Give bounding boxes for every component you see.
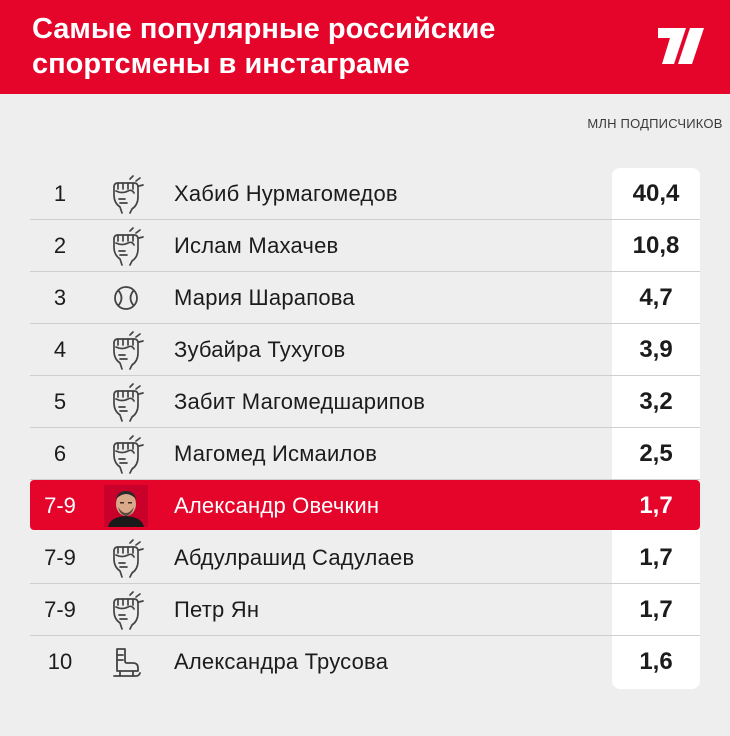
rank-label: 4 (53, 337, 67, 362)
rank-label: 2 (53, 233, 67, 258)
value-unit-label: МЛН ПОДПИСЧИКОВ (587, 116, 723, 131)
athlete-name: Мария Шарапова (174, 285, 355, 310)
table-row: 7-9 Абдулрашид Садулаев 1,7 (0, 532, 730, 584)
row-divider (30, 427, 700, 428)
followers-value: 4,7 (639, 284, 673, 311)
table-row: 3 Мария Шарапова 4,7 (0, 272, 730, 324)
followers-value: 3,9 (639, 336, 673, 363)
table-row: 5 Забит Магомедшарипов 3,2 (0, 376, 730, 428)
tennis-ball-icon (114, 286, 138, 310)
fist-icon (113, 591, 144, 630)
followers-value: 3,2 (639, 388, 673, 415)
athlete-name: Магомед Исмаилов (174, 441, 378, 466)
athlete-name: Александра Трусова (174, 649, 389, 674)
athlete-name: Хабиб Нурмагомедов (174, 181, 398, 206)
fist-icon (113, 539, 144, 578)
followers-value: 1,7 (639, 492, 673, 519)
table-row: 1 Хабиб Нурмагомедов 40,4 (0, 168, 730, 220)
athlete-name: Ислам Махачев (174, 233, 339, 258)
row-divider (30, 583, 700, 584)
table-row: 7-9 Петр Ян 1,7 (0, 584, 730, 636)
table-row: 6 Магомед Исмаилов 2,5 (0, 428, 730, 480)
athlete-name: Зубайра Тухугов (174, 337, 346, 362)
followers-value: 1,6 (639, 648, 673, 675)
row-divider (30, 219, 700, 220)
row-divider (30, 375, 700, 376)
followers-value: 10,8 (632, 232, 680, 259)
followers-value: 2,5 (639, 440, 673, 467)
skate-icon (113, 648, 141, 677)
header-banner: Самые популярные российские спортсмены в… (0, 0, 730, 94)
portrait-photo-icon (104, 485, 148, 527)
rank-label: 7-9 (44, 597, 76, 622)
value-column-panel (612, 168, 700, 689)
rank-label: 6 (53, 441, 67, 466)
row-divider (30, 271, 700, 272)
fist-icon (113, 435, 144, 474)
table-row: 7-9 Александр Овечкин 1,7 (0, 480, 730, 532)
rank-label: 3 (53, 285, 67, 310)
brand-slash-logo-icon (658, 28, 704, 64)
athlete-name: Забит Магомедшарипов (174, 389, 426, 414)
followers-value: 40,4 (632, 180, 680, 207)
rank-label: 1 (53, 181, 67, 206)
fist-icon (113, 383, 144, 422)
rank-label: 7-9 (44, 493, 76, 518)
row-divider (30, 635, 700, 636)
table-row: 10 Александра Трусова 1,6 (0, 636, 730, 688)
followers-value: 1,7 (639, 596, 673, 623)
table-row: 4 Зубайра Тухугов 3,9 (0, 324, 730, 376)
table-row: 2 Ислам Махачев 10,8 (0, 220, 730, 272)
page-title: Самые популярные российские спортсмены в… (32, 13, 496, 80)
fist-icon (113, 175, 144, 214)
row-divider (30, 323, 700, 324)
rank-label: 10 (47, 649, 73, 674)
athlete-name: Петр Ян (174, 597, 260, 622)
athlete-name: Александр Овечкин (174, 493, 380, 518)
fist-icon (113, 227, 144, 266)
fist-icon (113, 331, 144, 370)
followers-value: 1,7 (639, 544, 673, 571)
athlete-name: Абдулрашид Садулаев (174, 545, 415, 570)
rank-label: 7-9 (44, 545, 76, 570)
row-divider (30, 479, 700, 480)
rank-label: 5 (53, 389, 67, 414)
